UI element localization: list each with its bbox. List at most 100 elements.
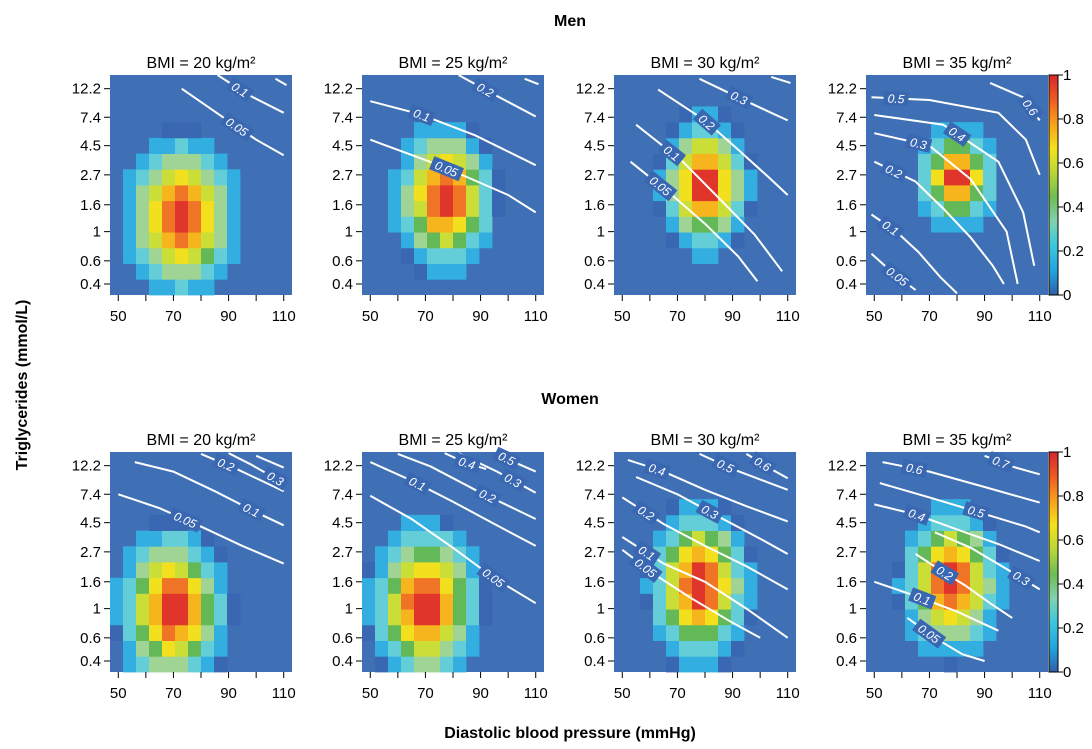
heatmap-cell <box>162 656 176 673</box>
heatmap-cell <box>427 609 441 626</box>
colorbar-tick-label: 1 <box>1063 67 1071 84</box>
heatmap-cell <box>201 656 215 673</box>
contour-label: 0.7 <box>990 453 1012 473</box>
heatmap-cell <box>388 656 402 673</box>
y-tick-label: 0.4 <box>836 653 857 670</box>
contour-line <box>369 138 537 214</box>
contour-line <box>255 454 285 469</box>
heatmap-cell <box>440 577 454 594</box>
contour-label-bg <box>261 466 290 491</box>
heatmap-cell <box>983 169 997 186</box>
heatmap-cell <box>692 593 706 610</box>
colorbar-tick-label: 1 <box>1063 444 1071 461</box>
contour-label-bg <box>657 139 687 167</box>
heatmap-cell <box>970 593 984 610</box>
heatmap-cell <box>653 624 667 641</box>
heatmap-cell <box>705 562 719 579</box>
contour-label-bg <box>942 121 972 147</box>
heatmap-cell <box>162 216 176 233</box>
heatmap-cell <box>201 247 215 264</box>
heatmap-cell <box>362 593 376 610</box>
heatmap-cell <box>679 546 693 563</box>
heatmap-cell <box>440 624 454 641</box>
heatmap-cell <box>653 593 667 610</box>
heatmap-cell <box>957 169 971 186</box>
contour-label-bg <box>452 452 482 474</box>
heatmap-cell <box>653 530 667 547</box>
heatmap-cell <box>214 624 228 641</box>
panel-women-3: BMI = 30 kg/m²0.050.10.2 0.30.4 0.5 0.60.40… <box>576 432 800 702</box>
x-tick-label: 110 <box>1028 685 1052 702</box>
contour-label: 0.5 <box>966 503 986 521</box>
y-tick-label: 1.6 <box>332 197 353 214</box>
heatmap-cell <box>970 562 984 579</box>
heatmap-cell <box>414 263 428 280</box>
heatmap-cell <box>731 185 745 202</box>
heatmap-cell <box>453 593 467 610</box>
x-tick-label: 70 <box>921 308 938 325</box>
contour-label-group: 0.2 <box>473 484 502 508</box>
heatmap-cell <box>440 137 454 154</box>
heatmap-cell <box>679 593 693 610</box>
contour-label-bg <box>471 77 500 102</box>
heatmap-cell <box>957 562 971 579</box>
heatmap-cell <box>136 247 150 264</box>
heatmap-cell <box>653 577 667 594</box>
y-tick-label: 0.4 <box>836 276 857 293</box>
y-tick-label: 4.5 <box>80 515 101 532</box>
heatmap-cell <box>427 200 441 217</box>
heatmap-cell <box>175 169 189 186</box>
x-tick-label: 50 <box>110 308 127 325</box>
heatmap-cell <box>227 185 241 202</box>
heatmap-cell <box>175 122 189 139</box>
heatmap-cell <box>918 577 932 594</box>
heatmap-cell <box>214 153 228 170</box>
heatmap-cell <box>931 609 945 626</box>
contour-line <box>874 503 1041 562</box>
heatmap-cell <box>718 530 732 547</box>
contour-label: 0.1 <box>241 500 262 520</box>
panel-title: BMI = 30 kg/m² <box>651 55 761 72</box>
y-tick-label: 2.7 <box>584 544 605 561</box>
heatmap-cell <box>362 609 376 626</box>
heatmap-cell <box>388 530 402 547</box>
contour-label-bg <box>748 451 778 477</box>
colorbar-tick-label: 0.8 <box>1063 488 1084 505</box>
heatmap-cell <box>375 593 389 610</box>
heatmap-cell <box>214 169 228 186</box>
heatmap-cell <box>175 200 189 217</box>
y-tick-label: 7.4 <box>332 109 353 126</box>
heatmap-cell <box>427 593 441 610</box>
heatmap-cell <box>414 247 428 264</box>
heatmap-cell <box>640 593 654 610</box>
heatmap-cell <box>692 640 706 657</box>
row-title-men: Men <box>554 13 586 30</box>
heatmap-cell <box>201 137 215 154</box>
x-tick-label: 90 <box>472 685 489 702</box>
heatmap-cell <box>162 247 176 264</box>
heatmap-cell <box>692 609 706 626</box>
heatmap-cell <box>201 530 215 547</box>
contour-line <box>770 75 791 84</box>
heatmap-cell <box>479 593 493 610</box>
y-tick-label: 4.5 <box>584 138 605 155</box>
heatmap-cell <box>453 577 467 594</box>
heatmap-cell <box>388 593 402 610</box>
y-tick-label: 1.6 <box>584 197 605 214</box>
heatmap-cell <box>918 640 932 657</box>
heatmap-cell <box>188 185 202 202</box>
heatmap-cell <box>375 577 389 594</box>
heatmap-cell <box>970 185 984 202</box>
y-tick-label: 1.6 <box>80 197 101 214</box>
colorbar-men: 0 0.2 0.4 0.6 0.8 1 <box>1048 67 1084 304</box>
contour-line <box>397 452 537 520</box>
heatmap-cell <box>401 232 415 249</box>
y-tick-label: 2.7 <box>80 544 101 561</box>
heatmap-cell <box>149 530 163 547</box>
heatmap-cell <box>440 562 454 579</box>
contour-label-bg <box>962 501 991 522</box>
contour-label-bg <box>211 453 241 476</box>
contour-label: 0.6 <box>905 460 924 477</box>
heatmap-cell <box>718 640 732 657</box>
heatmap-cell <box>401 530 415 547</box>
